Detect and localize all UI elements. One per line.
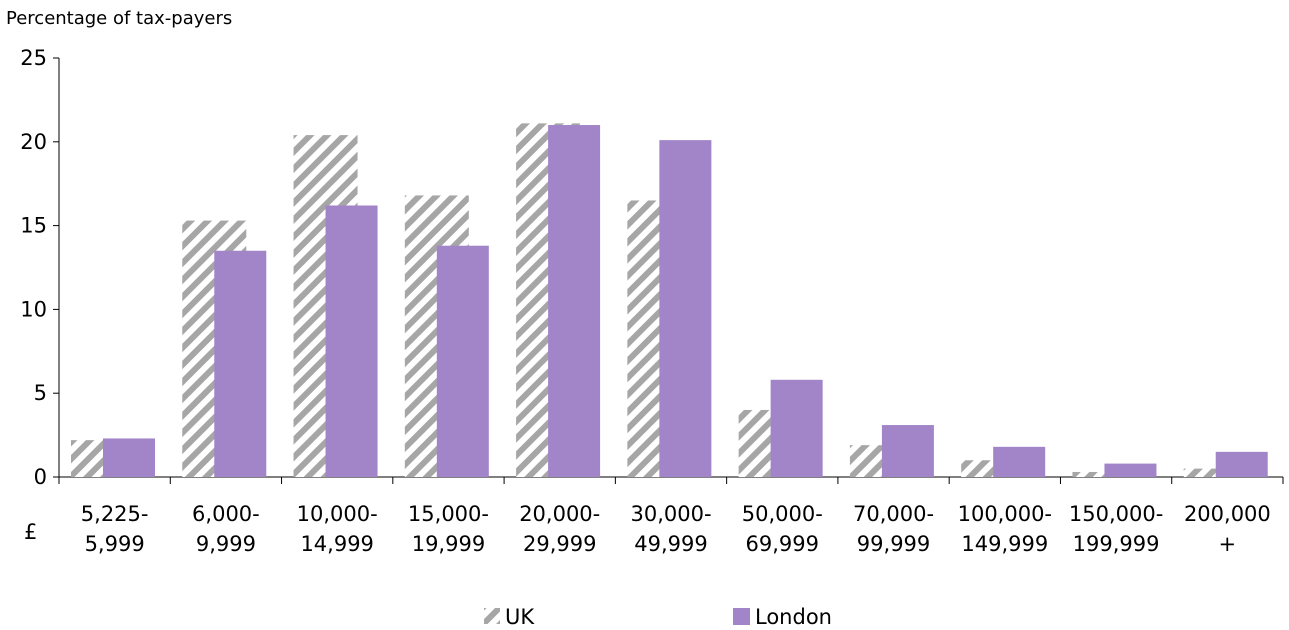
bar-london — [881, 425, 934, 477]
bar-london — [770, 379, 823, 477]
bar-london — [325, 205, 378, 477]
legend-swatch-uk — [484, 608, 500, 624]
legend-label-uk: UK — [505, 605, 535, 629]
x-axis: 5,225- 5,999 6,000- 9,999 10,000- 14,999 15,00… — [58, 476, 1284, 556]
bars — [71, 123, 1268, 477]
bar-london — [1215, 451, 1268, 477]
x-tick-label: 200,000 — [1184, 502, 1271, 526]
y-axis: 0 5 10 15 20 25 — [20, 46, 60, 489]
y-tick-label: 15 — [20, 214, 47, 238]
x-tick-label: 10,000- — [297, 502, 378, 526]
x-tick-label: 99,999 — [857, 532, 930, 556]
x-tick-label: 49,999 — [634, 532, 707, 556]
x-tick-label: 69,999 — [746, 532, 819, 556]
x-tick-label: 30,000- — [630, 502, 711, 526]
x-tick-label: 29,999 — [523, 532, 596, 556]
y-axis-title: Percentage of tax-payers — [6, 8, 232, 29]
x-tick-label: + — [1219, 532, 1237, 556]
legend: UK London — [484, 605, 832, 629]
bar-london — [436, 245, 489, 477]
x-tick-label: 149,999 — [961, 532, 1048, 556]
bar-london — [548, 125, 601, 477]
x-tick-label: 150,000- — [1069, 502, 1163, 526]
x-tick-label: 100,000- — [958, 502, 1052, 526]
y-tick-label: 25 — [20, 46, 47, 70]
x-tick-label: 19,999 — [412, 532, 485, 556]
x-tick-label: 9,999 — [196, 532, 256, 556]
x-tick-label: 6,000- — [192, 502, 260, 526]
bar-london — [1104, 463, 1157, 477]
x-tick-label: 199,999 — [1073, 532, 1160, 556]
x-tick-label: 20,000- — [519, 502, 600, 526]
x-tick-label: 15,000- — [408, 502, 489, 526]
x-tick-label: 50,000- — [742, 502, 823, 526]
x-axis-unit-label: £ — [24, 520, 37, 544]
legend-label-london: London — [755, 605, 832, 629]
x-tick-label: 5,999 — [85, 532, 145, 556]
bar-london — [103, 438, 155, 477]
x-tick-label: 70,000- — [853, 502, 934, 526]
bar-london — [214, 250, 267, 477]
x-tick-label: 5,225- — [81, 502, 149, 526]
y-tick-label: 20 — [20, 130, 47, 154]
y-tick-label: 5 — [34, 381, 47, 405]
y-tick-label: 0 — [34, 465, 47, 489]
legend-swatch-london — [733, 608, 750, 625]
bar-london — [659, 140, 712, 477]
x-tick-label: 14,999 — [300, 532, 373, 556]
bar-london — [993, 446, 1046, 477]
y-tick-label: 10 — [20, 297, 47, 321]
